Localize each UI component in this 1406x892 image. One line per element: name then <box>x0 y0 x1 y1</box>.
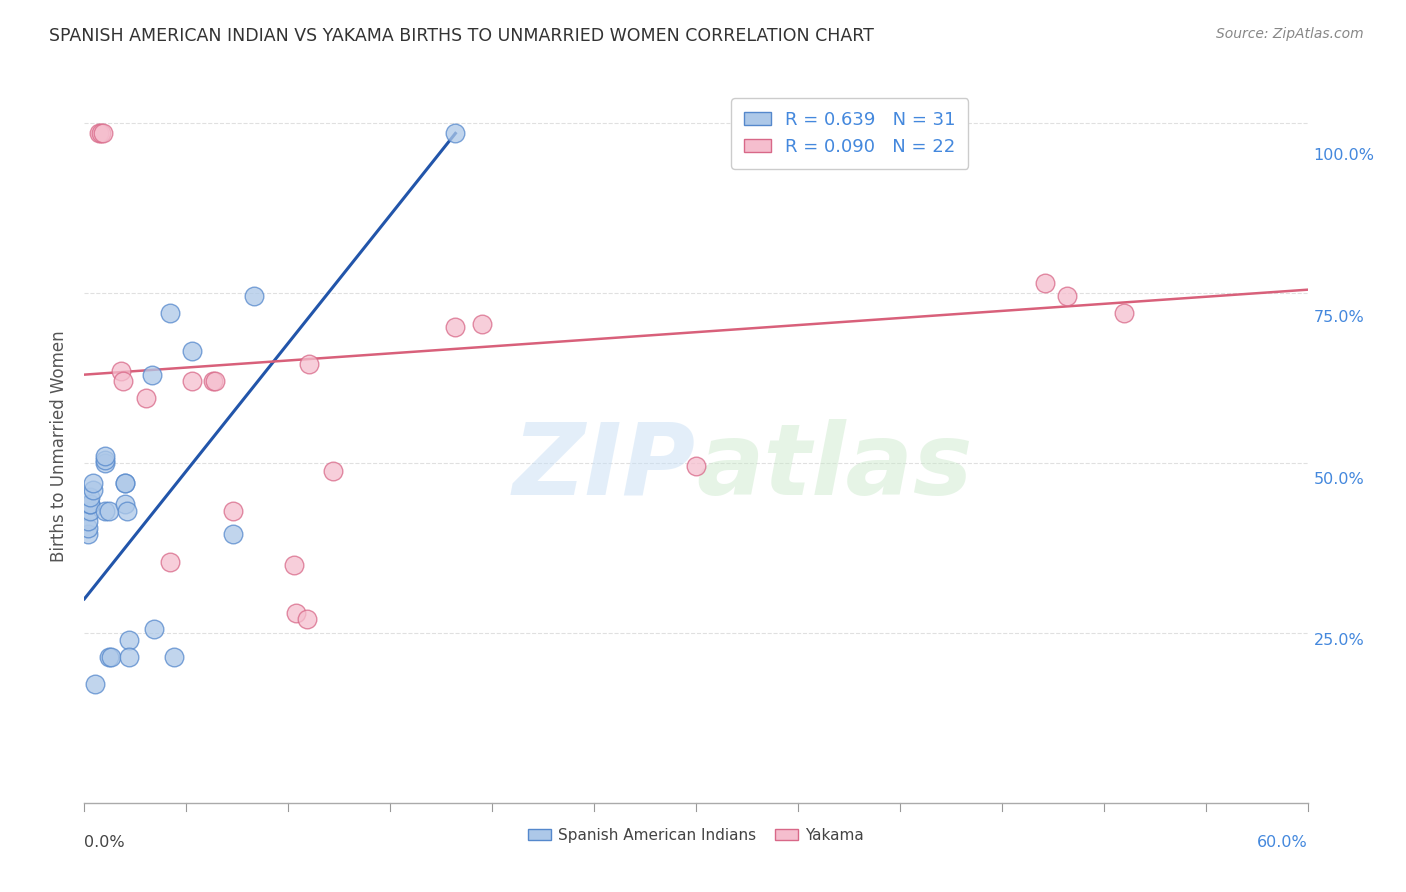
Point <box>93 503 115 517</box>
Point <box>159 555 181 569</box>
Point <box>87 127 110 141</box>
Point <box>97 649 120 664</box>
Point <box>77 527 100 541</box>
Point <box>201 375 224 389</box>
Text: 100.0%: 100.0% <box>1313 148 1375 163</box>
Point <box>112 375 135 389</box>
Point <box>1114 306 1136 320</box>
Point <box>77 514 100 528</box>
Point <box>90 127 112 141</box>
Point <box>181 375 204 389</box>
Point <box>285 606 308 620</box>
Point <box>1033 276 1056 290</box>
Point <box>1056 289 1078 303</box>
Point <box>91 127 114 141</box>
Text: 75.0%: 75.0% <box>1313 310 1364 325</box>
Point <box>79 497 101 511</box>
Point <box>100 649 122 664</box>
Text: Source: ZipAtlas.com: Source: ZipAtlas.com <box>1216 27 1364 41</box>
Point <box>204 375 226 389</box>
Point <box>93 452 115 467</box>
Point <box>222 527 245 541</box>
Text: SPANISH AMERICAN INDIAN VS YAKAMA BIRTHS TO UNMARRIED WOMEN CORRELATION CHART: SPANISH AMERICAN INDIAN VS YAKAMA BIRTHS… <box>49 27 875 45</box>
Point <box>163 649 186 664</box>
Point <box>83 677 105 691</box>
Point <box>114 497 136 511</box>
Text: atlas: atlas <box>696 419 973 516</box>
Point <box>159 306 181 320</box>
Point <box>110 364 132 378</box>
Point <box>135 392 157 406</box>
Point <box>114 476 136 491</box>
Point <box>93 449 115 463</box>
Point <box>93 456 115 470</box>
Point <box>79 497 101 511</box>
Point <box>471 317 494 331</box>
Text: ZIP: ZIP <box>513 419 696 516</box>
Point <box>242 289 264 303</box>
Text: 25.0%: 25.0% <box>1313 633 1364 648</box>
Point <box>222 503 245 517</box>
Point <box>79 490 101 504</box>
Point <box>322 464 344 478</box>
Point <box>298 358 321 372</box>
Point <box>118 632 141 647</box>
Point <box>115 503 138 517</box>
Point <box>685 459 707 474</box>
Legend: Spanish American Indians, Yakama: Spanish American Indians, Yakama <box>522 822 870 848</box>
Text: 50.0%: 50.0% <box>1313 472 1364 487</box>
Text: 0.0%: 0.0% <box>84 835 125 850</box>
Point <box>295 612 318 626</box>
Point <box>82 483 104 498</box>
Point <box>444 127 467 141</box>
Point <box>114 476 136 491</box>
Point <box>97 503 120 517</box>
Point <box>444 320 467 334</box>
Y-axis label: Births to Unmarried Women: Births to Unmarried Women <box>51 330 69 562</box>
Point <box>77 520 100 534</box>
Point <box>118 649 141 664</box>
Text: 60.0%: 60.0% <box>1257 835 1308 850</box>
Point <box>79 503 101 517</box>
Point <box>283 558 305 572</box>
Point <box>181 343 204 358</box>
Point <box>82 476 104 491</box>
Point <box>141 368 163 382</box>
Point <box>142 623 165 637</box>
